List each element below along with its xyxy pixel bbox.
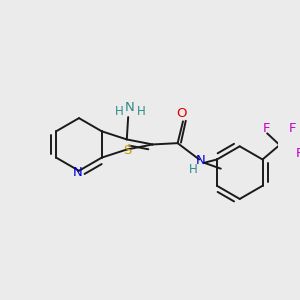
Text: F: F (263, 122, 270, 135)
Text: F: F (289, 122, 296, 135)
Text: F: F (295, 147, 300, 160)
Text: N: N (196, 154, 206, 167)
Text: N: N (125, 101, 135, 114)
Text: H: H (137, 105, 146, 118)
Text: O: O (176, 107, 186, 120)
Text: S: S (123, 143, 131, 157)
Text: H: H (115, 105, 123, 118)
Text: N: N (73, 166, 82, 179)
Text: H: H (189, 163, 197, 176)
